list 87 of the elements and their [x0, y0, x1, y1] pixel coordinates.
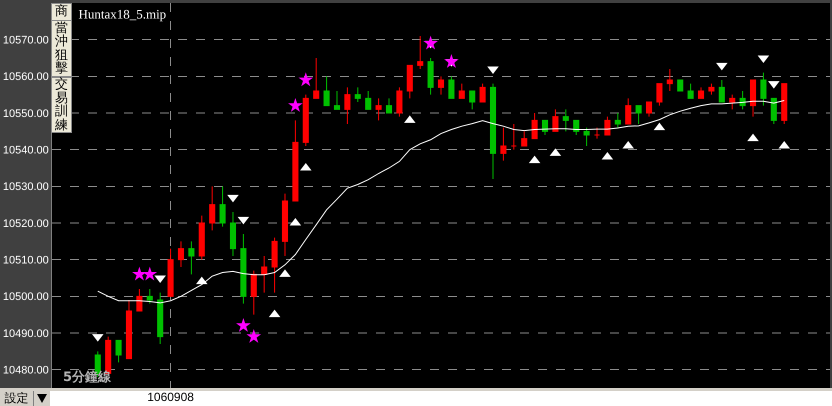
candlestick — [396, 86, 402, 118]
candlestick — [386, 98, 392, 114]
candlestick — [770, 98, 777, 124]
x-tick-label: 1060908 — [147, 390, 194, 404]
candlestick — [750, 80, 756, 118]
candlestick — [354, 86, 361, 102]
candlestick — [209, 186, 216, 231]
candlestick — [417, 36, 424, 70]
side-button: 當沖狙擊 — [51, 20, 72, 77]
candlestick — [521, 130, 528, 146]
point — [288, 98, 303, 112]
candlestick — [313, 58, 320, 99]
y-tick-label: 10510.00 — [2, 254, 49, 267]
candlestick — [636, 105, 642, 124]
candlestick — [677, 80, 684, 92]
candlestick — [656, 83, 662, 106]
candlestick — [698, 86, 704, 99]
candlestick — [542, 120, 548, 136]
candlestick — [261, 256, 268, 294]
side-button: 交易訓練 — [51, 77, 72, 133]
chart-title: Huntax18_5.mip — [78, 6, 166, 22]
candlestick — [510, 124, 517, 150]
candlestick — [490, 83, 496, 180]
y-tick-label: 10490.00 — [2, 328, 49, 340]
y-tick-label: 10530.00 — [2, 181, 49, 194]
candlestick — [646, 102, 652, 118]
candlestick — [220, 186, 226, 228]
candlestick — [250, 270, 257, 316]
candlestick — [594, 127, 600, 140]
candlestick — [458, 83, 465, 99]
point — [246, 328, 262, 343]
point — [444, 54, 459, 68]
candlestick — [604, 116, 610, 136]
candlestick — [365, 90, 372, 110]
candlestick — [282, 193, 288, 256]
candlestick — [781, 83, 788, 124]
y-tick-label: 10540.00 — [2, 144, 49, 157]
candlestick — [500, 127, 506, 162]
candlestick — [584, 127, 590, 146]
candlestick — [178, 240, 184, 268]
candlestick — [334, 90, 340, 110]
candlestick — [625, 98, 632, 124]
y-tick-label: 10560.00 — [2, 71, 49, 84]
line-series — [97, 100, 785, 304]
candlestick — [157, 292, 164, 344]
y-tick-label: 10520.00 — [2, 218, 49, 230]
candlestick — [272, 237, 278, 294]
candlestick — [302, 94, 309, 146]
candlestick — [240, 234, 246, 304]
candlestick — [198, 215, 205, 260]
candlestick — [344, 86, 350, 124]
candlestick — [428, 58, 434, 96]
candlestick — [292, 120, 298, 202]
y-tick-label: 10550.00 — [2, 108, 49, 120]
candlestick — [146, 288, 153, 304]
candlestick — [666, 68, 673, 92]
candlestick — [688, 83, 694, 99]
candlestick — [168, 248, 174, 297]
candlestick — [708, 83, 714, 96]
candlestick — [324, 76, 330, 106]
candlestick — [116, 340, 122, 363]
point — [298, 72, 314, 86]
y-tick-label: 10500.00 — [2, 291, 49, 304]
candlestick — [480, 83, 486, 102]
candlestick — [729, 94, 736, 110]
point — [236, 318, 251, 332]
candlestick — [573, 120, 580, 136]
candlestick — [552, 108, 558, 132]
candlestick — [760, 72, 766, 106]
annotation: 5分鐘線 — [63, 370, 112, 385]
candlestick — [718, 80, 725, 102]
candlestick — [532, 112, 538, 140]
candlestick — [614, 112, 621, 128]
y-tick-label: 10480.00 — [2, 364, 49, 377]
candlestick — [188, 240, 194, 275]
candlestick — [438, 76, 444, 96]
candlestick — [136, 288, 142, 312]
candlestick — [448, 76, 454, 99]
y-tick-label: 10570.00 — [2, 34, 49, 47]
candlestick — [406, 64, 413, 99]
candlestick — [230, 212, 236, 256]
candlestick — [376, 98, 382, 121]
candlestick — [562, 108, 569, 132]
point — [423, 36, 438, 50]
candlestick — [126, 300, 132, 360]
side-button: 商 — [51, 3, 72, 21]
candlestick — [469, 90, 476, 110]
